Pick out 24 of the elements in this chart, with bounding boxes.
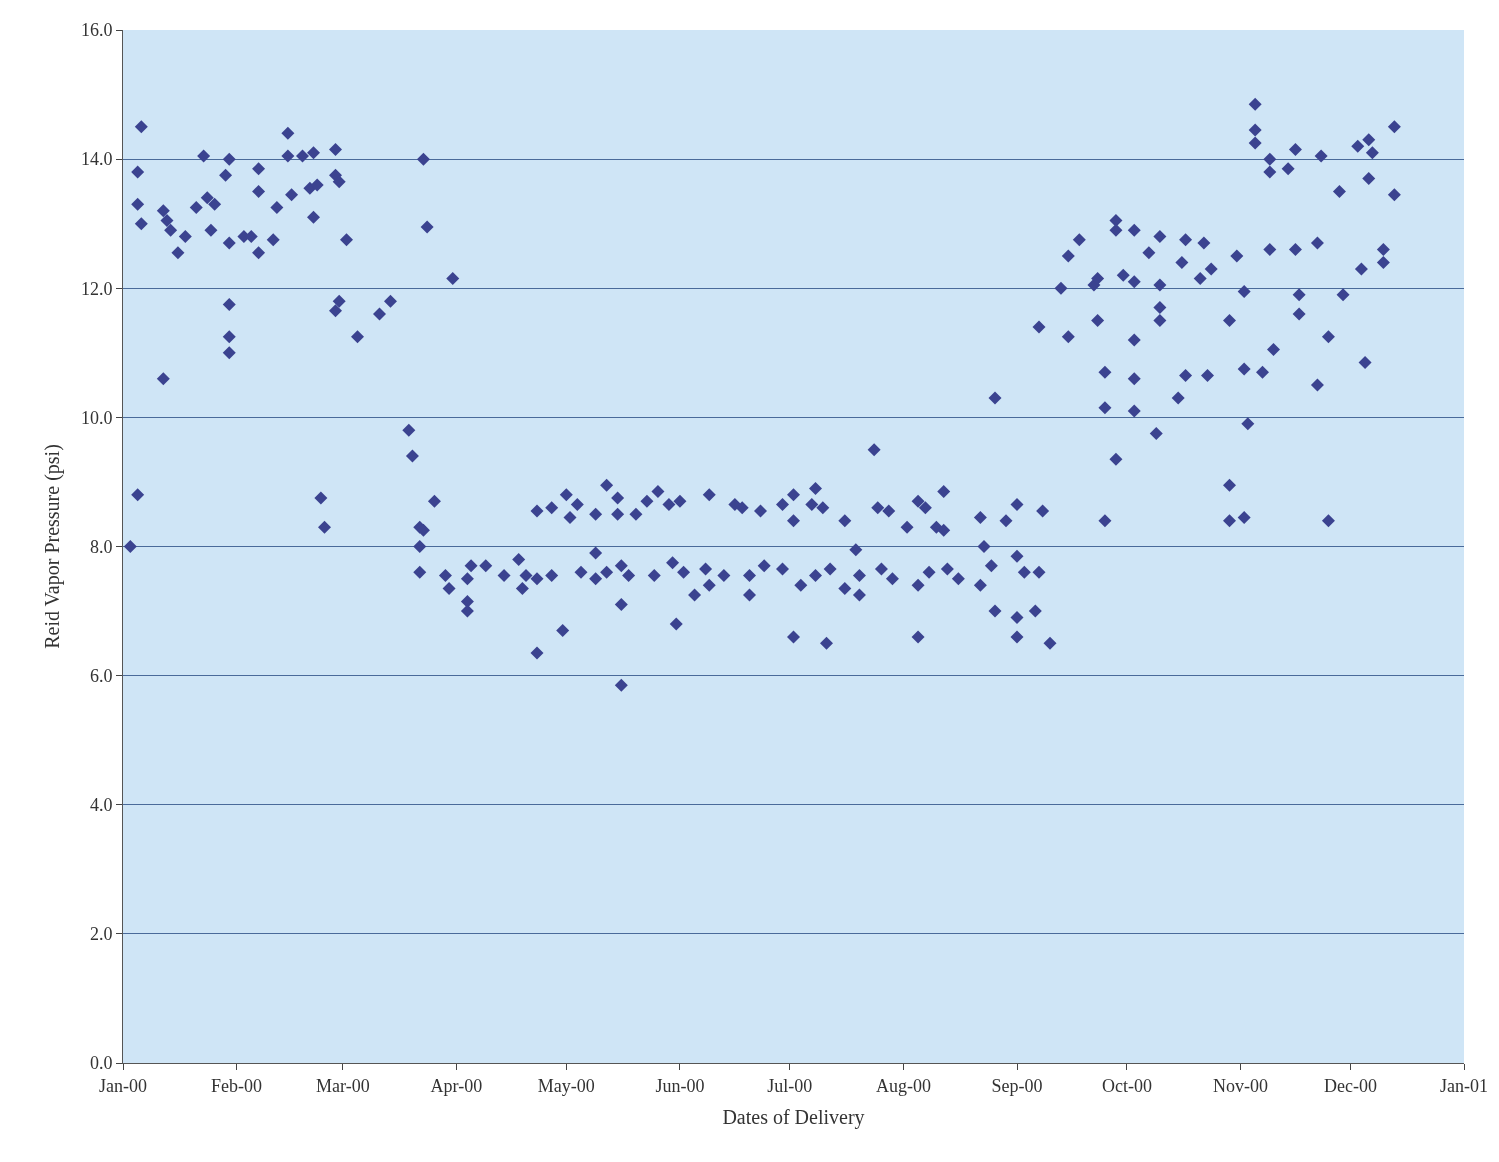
y-tick-label: 8.0 [89,536,113,557]
x-tick-label: Oct-00 [1101,1075,1152,1096]
x-tick-label: May-00 [537,1075,595,1096]
x-tick-label: Jan-00 [99,1075,147,1096]
x-tick-label: Sep-00 [991,1075,1043,1096]
x-tick-label: Apr-00 [430,1075,483,1096]
x-tick-label: Jan-01 [1440,1075,1488,1096]
x-tick-label: Mar-00 [316,1075,370,1096]
y-tick-label: 2.0 [89,924,113,945]
y-tick-label: 10.0 [80,407,113,428]
x-axis-title: Dates of Delivery [722,1106,865,1130]
y-tick-label: 0.0 [89,1053,113,1074]
y-tick-label: 12.0 [80,278,113,299]
x-tick-label: Nov-00 [1213,1075,1268,1096]
y-tick-label: 14.0 [80,149,113,170]
x-tick-label: Jul-00 [767,1075,813,1096]
y-axis-title: Reid Vapor Pressure (psi) [41,444,65,649]
y-tick-label: 6.0 [89,665,113,686]
x-tick-label: Jun-00 [655,1075,705,1096]
x-tick-label: Dec-00 [1323,1075,1377,1096]
x-tick-label: Aug-00 [875,1075,931,1096]
y-tick-label: 4.0 [89,795,113,816]
x-tick-label: Feb-00 [211,1075,263,1096]
y-tick-label: 16.0 [80,20,113,41]
